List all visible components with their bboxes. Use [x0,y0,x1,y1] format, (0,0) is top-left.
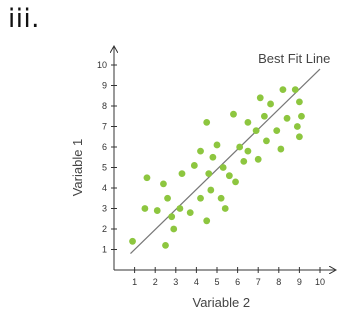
axes [111,47,335,273]
best-fit-line [130,68,321,255]
data-point [190,162,198,169]
x-tick-label: 4 [194,277,199,287]
y-tick-label: 2 [102,224,107,234]
data-point [244,119,252,126]
x-tick-label: 1 [132,277,137,287]
x-tick-label: 2 [153,277,158,287]
x-tick-label: 7 [256,277,261,287]
data-point [221,205,229,212]
x-axis-title: Variable 2 [193,295,251,310]
y-axis-title: Variable 1 [70,139,85,197]
data-point [279,86,287,93]
data-point [296,133,303,141]
y-tick-label: 8 [102,101,107,111]
data-point [164,194,171,202]
data-point [277,145,285,153]
data-point [254,155,262,163]
data-point [162,242,169,249]
data-point [244,147,252,155]
x-tick-label: 9 [297,277,302,287]
data-point [141,205,149,212]
data-point [143,174,151,182]
y-tick-label: 3 [102,204,107,214]
data-point [260,112,268,120]
data-point [263,137,270,145]
x-tick-label: 6 [235,277,240,287]
panel-label: iii. [8,4,40,34]
data-point [240,157,248,165]
data-point [203,119,211,126]
axis-labels: 1 2 3 4 5 6 7 8 9 10 1 2 3 4 5 6 7 8 9 10 Variable 2 Variable… [70,60,325,310]
data-point [153,207,161,214]
y-tick-label: 1 [102,245,107,255]
data-point [283,114,291,122]
y-tick-label: 7 [102,122,107,132]
data-points [129,86,305,249]
best-fit-line-group: Best Fit Line [130,51,330,255]
data-point [256,94,264,102]
data-point [252,127,260,134]
data-point [230,110,237,118]
data-point [168,213,176,221]
data-point [176,205,184,212]
data-point [203,217,211,225]
y-tick-label: 5 [102,163,107,173]
data-point [213,141,221,149]
data-point [178,170,186,178]
y-tick-label: 4 [102,183,107,193]
best-fit-line-label: Best Fit Line [258,51,330,66]
data-point [225,172,233,180]
data-point [267,100,274,108]
data-point [293,123,301,130]
x-tick-label: 5 [214,277,219,287]
x-tick-label: 3 [173,277,178,287]
data-point [129,237,136,245]
data-point [186,209,194,217]
data-point [236,143,244,151]
data-point [232,178,239,186]
data-point [170,225,178,233]
x-tick-label: 10 [315,277,325,287]
data-point [273,127,281,134]
y-tick-label: 9 [102,81,107,91]
data-point [296,98,303,106]
data-point [160,180,167,188]
x-tick-label: 8 [276,277,281,287]
data-point [291,86,299,93]
data-point [209,153,217,161]
data-point [197,194,204,202]
data-point [217,194,225,202]
data-point [197,147,204,155]
data-point [207,186,215,194]
y-tick-label: 6 [102,142,107,152]
data-point [219,164,227,171]
data-point [205,170,213,178]
y-tick-label: 10 [97,60,107,70]
data-point [298,112,305,120]
